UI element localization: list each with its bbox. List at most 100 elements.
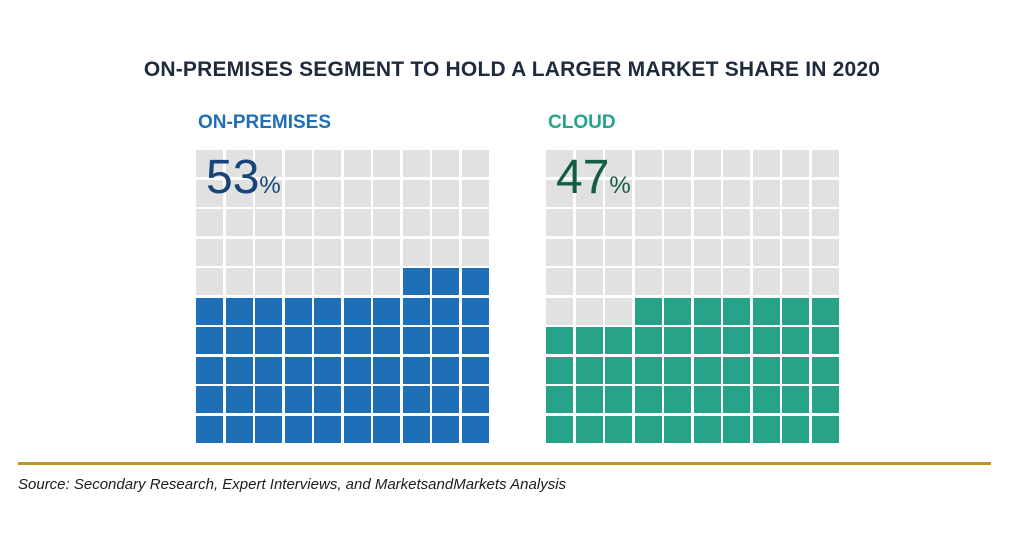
- waffle-cell: [605, 297, 632, 325]
- waffle-cell: [314, 415, 341, 443]
- waffle-cell: [373, 386, 400, 413]
- waffle-cell: [575, 386, 603, 413]
- waffle-cell: [402, 150, 430, 177]
- waffle-cell: [723, 268, 750, 295]
- cloud-label: CLOUD: [548, 112, 616, 133]
- waffle-cell: [605, 179, 632, 207]
- waffle-cell: [402, 327, 430, 354]
- waffle-cell: [782, 268, 809, 295]
- waffle-cell: [196, 268, 223, 295]
- waffle-cell: [546, 268, 573, 295]
- waffle-cell: [284, 386, 312, 413]
- waffle-cell: [693, 179, 721, 207]
- waffle-cell: [314, 209, 341, 236]
- waffle-cell: [255, 415, 282, 443]
- waffle-cell: [752, 297, 780, 325]
- waffle-cell: [605, 150, 632, 177]
- waffle-cell: [634, 209, 662, 236]
- waffle-cell: [225, 179, 253, 207]
- waffle-cell: [546, 356, 573, 384]
- waffle-cell: [664, 268, 691, 295]
- waffle-cell: [693, 238, 721, 266]
- waffle-cell: [284, 209, 312, 236]
- waffle-cell: [402, 209, 430, 236]
- waffle-cell: [196, 209, 223, 236]
- waffle-cell: [225, 268, 253, 295]
- waffle-cell: [634, 238, 662, 266]
- waffle-cell: [605, 327, 632, 354]
- waffle-cell: [634, 327, 662, 354]
- waffle-cell: [284, 238, 312, 266]
- waffle-cell: [284, 356, 312, 384]
- waffle-cell: [343, 415, 371, 443]
- waffle-cell: [693, 209, 721, 236]
- waffle-cell: [402, 356, 430, 384]
- waffle-cell: [284, 415, 312, 443]
- waffle-cell: [461, 356, 489, 384]
- waffle-cell: [546, 415, 573, 443]
- waffle-cell: [575, 327, 603, 354]
- waffle-cell: [752, 238, 780, 266]
- waffle-cell: [752, 179, 780, 207]
- waffle-cell: [605, 415, 632, 443]
- waffle-cell: [605, 238, 632, 266]
- waffle-cell: [782, 327, 809, 354]
- waffle-cell: [225, 327, 253, 354]
- waffle-cell: [314, 179, 341, 207]
- waffle-cell: [314, 356, 341, 384]
- waffle-cell: [343, 150, 371, 177]
- waffle-cell: [373, 209, 400, 236]
- waffle-cell: [255, 268, 282, 295]
- waffle-cell: [225, 297, 253, 325]
- waffle-cell: [723, 415, 750, 443]
- waffle-cell: [693, 356, 721, 384]
- waffle-cell: [314, 150, 341, 177]
- waffle-cell: [432, 179, 459, 207]
- waffle-cell: [284, 150, 312, 177]
- waffle-cell: [811, 179, 839, 207]
- waffle-cell: [664, 356, 691, 384]
- waffle-cell: [752, 386, 780, 413]
- waffle-cell: [255, 327, 282, 354]
- waffle-cell: [634, 150, 662, 177]
- waffle-cell: [402, 415, 430, 443]
- waffle-cell: [284, 297, 312, 325]
- waffle-cell: [693, 150, 721, 177]
- waffle-cell: [432, 415, 459, 443]
- waffle-cell: [402, 386, 430, 413]
- waffle-cell: [284, 268, 312, 295]
- waffle-cell: [634, 297, 662, 325]
- waffle-cell: [782, 386, 809, 413]
- waffle-cell: [575, 356, 603, 384]
- waffle-cell: [402, 268, 430, 295]
- waffle-cell: [225, 386, 253, 413]
- waffle-cell: [255, 386, 282, 413]
- waffle-cell: [314, 268, 341, 295]
- waffle-cell: [605, 209, 632, 236]
- waffle-cell: [575, 150, 603, 177]
- waffle-cell: [461, 415, 489, 443]
- waffle-cell: [225, 238, 253, 266]
- waffle-cell: [664, 179, 691, 207]
- waffle-cell: [402, 238, 430, 266]
- waffle-cell: [811, 150, 839, 177]
- waffle-cell: [432, 268, 459, 295]
- waffle-cell: [546, 209, 573, 236]
- waffle-cell: [782, 415, 809, 443]
- waffle-cell: [255, 356, 282, 384]
- waffle-cell: [723, 238, 750, 266]
- waffle-cell: [255, 179, 282, 207]
- waffle-cell: [634, 356, 662, 384]
- waffle-cell: [314, 238, 341, 266]
- waffle-cell: [575, 268, 603, 295]
- on-premises-unit: %: [259, 172, 281, 199]
- waffle-cell: [752, 268, 780, 295]
- waffle-cell: [811, 415, 839, 443]
- waffle-cell: [546, 327, 573, 354]
- waffle-cell: [723, 356, 750, 384]
- waffle-cell: [461, 327, 489, 354]
- waffle-cell: [461, 209, 489, 236]
- waffle-cell: [693, 386, 721, 413]
- waffle-cell: [314, 327, 341, 354]
- waffle-cell: [196, 327, 223, 354]
